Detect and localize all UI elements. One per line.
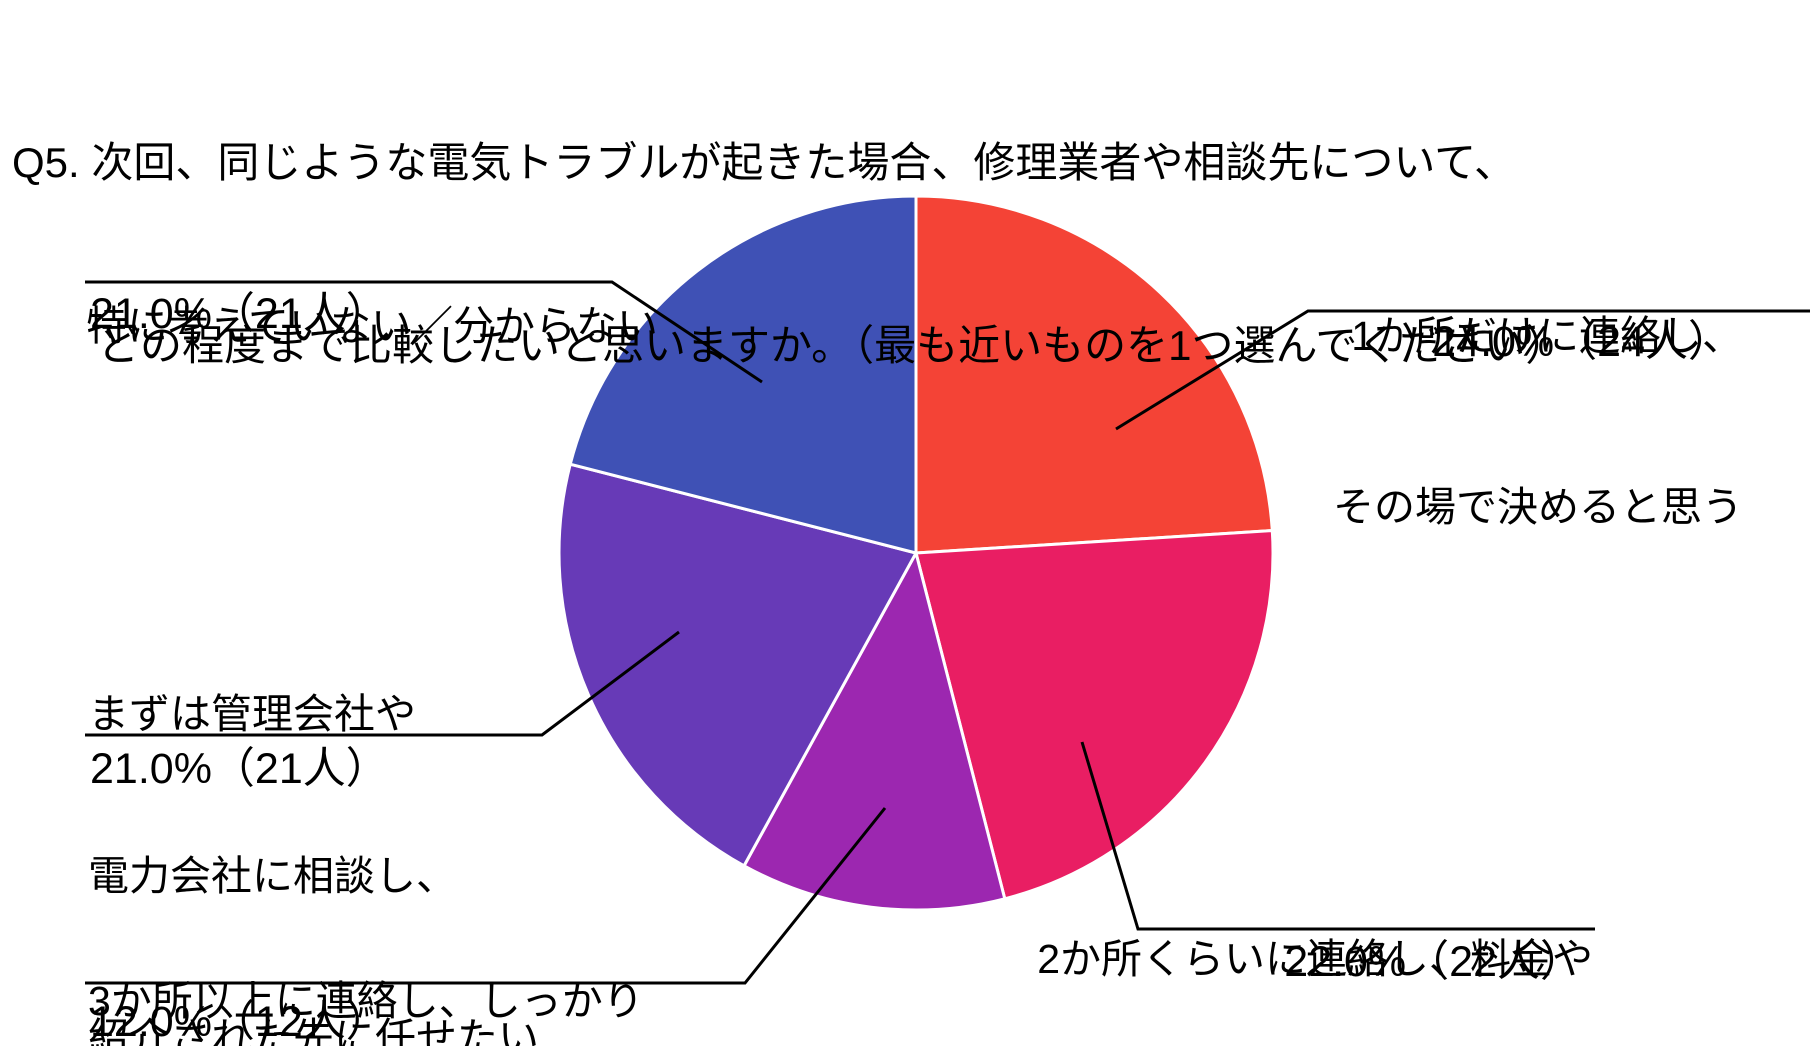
slice-label-line: 電力会社に相談し、 [88,853,457,899]
slice-value-1-place: 24.0%（24人） [1432,318,1731,366]
leader-line-1 [1080,741,1595,931]
slice-value-2-places: 22.0%（22人） [1284,938,1583,986]
slice-label-line: 1か所だけに連絡し、 [1351,313,1743,359]
pie-slice-4 [568,194,918,555]
slice-label-2-places: 2か所くらいに連絡し、料金や 対応を軽く比べてから決めたい [1021,829,1593,1046]
slice-label-line: 紹介された先に任せたい [88,1015,539,1046]
slice-label-line: その場で決めると思う [1333,484,1743,530]
slice-label-line: 2か所くらいに連絡し、料金や [1037,936,1593,982]
slice-value-management: 21.0%（21人） [90,745,389,793]
slice-label-1-place: 1か所だけに連絡し、 その場で決めると思う [1333,194,1743,650]
slice-label-3-places: 3か所以上に連絡し、しっかり 比較したうえで決めたい [88,871,644,1046]
slice-label-line: まずは管理会社や [88,691,416,737]
slice-label-undecided: 特に考えていない／分からない [86,194,658,459]
leader-line-4 [85,280,763,384]
pie-slice-1 [914,529,1275,901]
slice-label-line: 特に考えていない／分からない [86,303,658,349]
slice-value-undecided: 21.0%（21人） [90,290,389,338]
slice-value-3-places: 12.0%（12人） [90,998,389,1046]
slice-label-management: まずは管理会社や 電力会社に相談し、 紹介された先に任せたい [88,579,539,1046]
question-title-line1: Q5. 次回、同じような電気トラブルが起きた場合、修理業者や相談先について、 [12,139,1517,186]
pie-slice-0 [914,194,1274,555]
question-title-line2: どの程度まで比較したいと思いますか。（最も近いものを1つ選んでください） [98,322,1568,369]
leader-line-0 [1115,309,1810,431]
slice-label-line: 3か所以上に連絡し、しっかり [88,978,644,1024]
leader-line-2 [85,807,887,985]
leader-line-3 [85,630,680,737]
pie-slice-3 [557,462,918,868]
pie-slice-2 [742,551,1007,912]
question-title: Q5. 次回、同じような電気トラブルが起きた場合、修理業者や相談先について、 ど… [12,10,1567,498]
